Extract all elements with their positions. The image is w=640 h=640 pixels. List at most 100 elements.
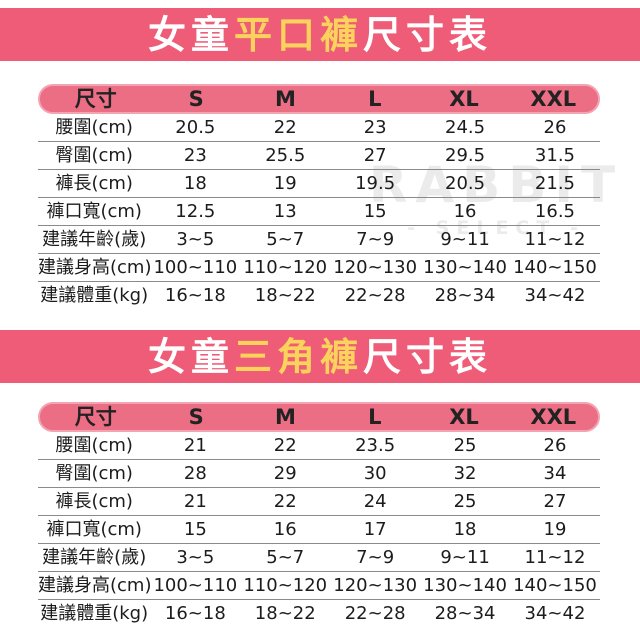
- size-cell: 5~7: [266, 546, 305, 568]
- banner-title-highlight: 平口褲: [233, 12, 363, 57]
- size-cell: 140~150: [513, 574, 597, 596]
- row-label: 建議體重(kg): [40, 285, 149, 306]
- banner-title-prefix: 女童: [147, 12, 234, 57]
- size-cell: 28~34: [434, 285, 496, 306]
- size-cell: 120~130: [333, 256, 418, 278]
- size-cell: 26: [543, 116, 567, 138]
- size-cell: 110~120: [243, 574, 328, 596]
- row-label: 褲口寬(cm): [46, 518, 142, 540]
- row-label: 腰圍(cm): [55, 434, 133, 456]
- size-cell: 130~140: [423, 574, 507, 596]
- size-cell: 16~18: [164, 603, 226, 624]
- size-column-header: M: [275, 404, 296, 429]
- table-row: 建議體重(kg) 16~18 18~22 22~28 28~34 34~42: [38, 282, 600, 310]
- table-row: 腰圍(cm) 20.5 22 23 24.5 26: [38, 114, 600, 142]
- size-cell: 18~22: [254, 603, 316, 624]
- table-row: 臀圍(cm) 23 25.5 27 29.5 31.5: [38, 142, 600, 170]
- size-column-header: XL: [449, 404, 479, 429]
- size-cell: 21: [183, 434, 207, 456]
- size-column-header: M: [275, 86, 296, 111]
- row-label: 建議身高(cm): [38, 256, 152, 278]
- size-column-header: L: [368, 404, 382, 429]
- size-cell: 22~28: [344, 285, 406, 306]
- size-cell: 19: [273, 172, 297, 194]
- size-cell: 29.5: [445, 144, 486, 166]
- table-row: 腰圍(cm) 21 22 23.5 25 26: [38, 432, 600, 460]
- measure-column-header: 尺寸: [74, 86, 117, 111]
- size-cell: 18~22: [254, 285, 316, 306]
- size-cell: 20.5: [445, 172, 486, 194]
- size-cell: 5~7: [266, 228, 305, 250]
- size-cell: 3~5: [176, 228, 215, 250]
- table-row: 建議年齡(歲) 3~5 5~7 7~9 9~11 11~12: [38, 544, 600, 572]
- size-cell: 12.5: [175, 200, 216, 222]
- banner-boxer-briefs: 女童平口褲尺寸表: [0, 8, 640, 61]
- size-column-header: L: [368, 86, 382, 111]
- size-cell: 23.5: [355, 434, 396, 456]
- size-cell: 24: [363, 490, 387, 512]
- boxer-briefs-size-table: 尺寸 S M L XL XXL 腰圍(cm) 20.5 22 23 24.5 26 臀圍(cm) 23 2…: [38, 84, 600, 310]
- table-header-row: 尺寸 S M L XL XXL: [38, 402, 600, 432]
- size-cell: 21.5: [534, 172, 575, 194]
- measure-column-header: 尺寸: [74, 404, 117, 429]
- size-cell: 16.5: [534, 200, 575, 222]
- size-cell: 20.5: [175, 116, 216, 138]
- size-cell: 18: [183, 172, 207, 194]
- row-label: 臀圍(cm): [55, 462, 133, 484]
- size-cell: 28: [183, 462, 207, 484]
- size-cell: 140~150: [513, 256, 597, 278]
- size-cell: 16~18: [164, 285, 226, 306]
- size-cell: 25.5: [265, 144, 306, 166]
- size-cell: 100~110: [153, 574, 238, 596]
- table-row: 建議身高(cm) 100~110 110~120 120~130 130~140 140~…: [38, 254, 600, 282]
- size-cell: 9~11: [440, 228, 490, 250]
- size-cell: 15: [363, 200, 387, 222]
- size-cell: 30: [363, 462, 387, 484]
- table-row: 建議身高(cm) 100~110 110~120 120~130 130~140 140~…: [38, 572, 600, 600]
- size-cell: 15: [183, 518, 207, 540]
- briefs-size-table: 尺寸 S M L XL XXL 腰圍(cm) 21 22 23.5 25 26 臀圍(cm) 28 29 3…: [38, 402, 600, 628]
- size-cell: 21: [183, 490, 207, 512]
- size-cell: 7~9: [356, 546, 395, 568]
- banner-title-suffix: 尺寸表: [363, 12, 493, 57]
- table-row: 褲長(cm) 18 19 19.5 20.5 21.5: [38, 170, 600, 198]
- size-cell: 27: [543, 490, 567, 512]
- size-cell: 19: [543, 518, 567, 540]
- size-cell: 11~12: [524, 228, 586, 250]
- banner-briefs: 女童三角褲尺寸表: [0, 330, 640, 383]
- banner-title-suffix: 尺寸表: [363, 334, 493, 379]
- table-row: 褲口寬(cm) 12.5 13 15 16 16.5: [38, 198, 600, 226]
- size-column-header: XXL: [530, 86, 577, 111]
- size-cell: 31.5: [534, 144, 575, 166]
- row-label: 臀圍(cm): [55, 144, 133, 166]
- size-cell: 22~28: [344, 603, 406, 624]
- size-cell: 29: [273, 462, 297, 484]
- table-row: 建議年齡(歲) 3~5 5~7 7~9 9~11 11~12: [38, 226, 600, 254]
- row-label: 腰圍(cm): [55, 116, 133, 138]
- size-cell: 9~11: [440, 546, 490, 568]
- size-cell: 27: [363, 144, 387, 166]
- size-cell: 17: [363, 518, 387, 540]
- row-label: 建議年齡(歲): [42, 228, 147, 250]
- size-cell: 34: [543, 462, 567, 484]
- size-cell: 18: [453, 518, 477, 540]
- table-row: 褲口寬(cm) 15 16 17 18 19: [38, 516, 600, 544]
- size-cell: 16: [453, 200, 477, 222]
- size-cell: 28~34: [434, 603, 496, 624]
- row-label: 褲長(cm): [55, 490, 133, 512]
- table-row: 褲長(cm) 21 22 24 25 27: [38, 488, 600, 516]
- size-cell: 110~120: [243, 256, 328, 278]
- table-header-row: 尺寸 S M L XL XXL: [38, 84, 600, 114]
- size-cell: 120~130: [333, 574, 418, 596]
- row-label: 褲長(cm): [55, 172, 133, 194]
- size-cell: 11~12: [524, 546, 586, 568]
- banner-title: 女童三角褲尺寸表: [148, 338, 492, 376]
- size-cell: 13: [273, 200, 297, 222]
- size-cell: 22: [273, 434, 297, 456]
- table-row: 臀圍(cm) 28 29 30 32 34: [38, 460, 600, 488]
- banner-title: 女童平口褲尺寸表: [148, 16, 492, 54]
- size-cell: 16: [273, 518, 297, 540]
- size-column-header: S: [188, 86, 204, 111]
- size-cell: 22: [273, 116, 297, 138]
